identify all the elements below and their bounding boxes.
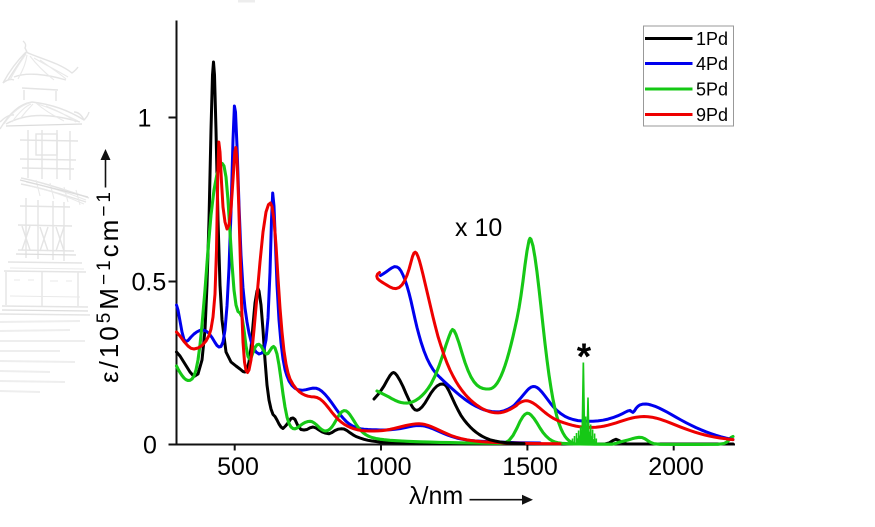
svg-text:1: 1: [138, 105, 152, 133]
svg-text:*: *: [577, 336, 592, 377]
svg-text:x 10: x 10: [455, 214, 502, 242]
svg-text:500: 500: [217, 453, 259, 481]
svg-text:4Pd: 4Pd: [696, 54, 728, 74]
svg-text:0.5: 0.5: [132, 269, 167, 297]
svg-text:ε/105M−1cm−1: ε/105M−1cm−1: [94, 189, 124, 383]
svg-text:2000: 2000: [648, 453, 704, 481]
svg-text:1000: 1000: [356, 453, 412, 481]
svg-text:9Pd: 9Pd: [696, 105, 728, 125]
svg-text:1500: 1500: [502, 453, 558, 481]
svg-text:λ/nm: λ/nm: [409, 482, 463, 510]
svg-text:1Pd: 1Pd: [696, 29, 728, 49]
svg-text:0: 0: [143, 432, 157, 460]
svg-text:5Pd: 5Pd: [696, 80, 728, 100]
